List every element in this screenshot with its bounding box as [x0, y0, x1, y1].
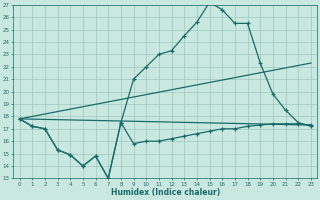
X-axis label: Humidex (Indice chaleur): Humidex (Indice chaleur) — [111, 188, 220, 197]
